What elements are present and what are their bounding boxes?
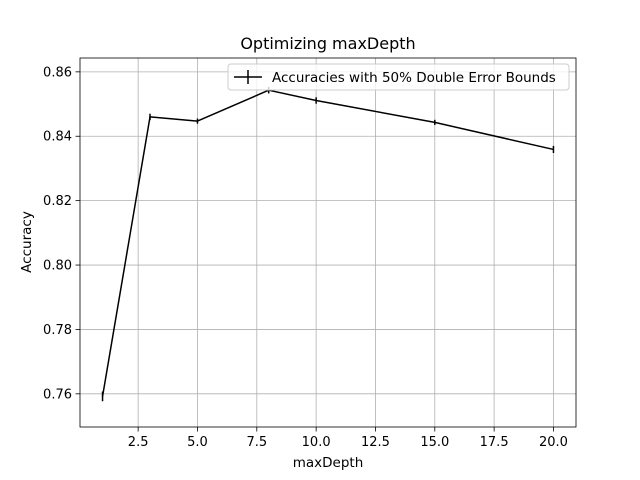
plot-area [80, 58, 576, 427]
legend-frame [227, 63, 570, 91]
x-tick-label: 7.5 [246, 435, 267, 450]
y-tick-label: 0.76 [43, 387, 72, 402]
legend-label: Accuracies with 50% Double Error Bounds [272, 70, 556, 86]
x-tick-label: 5.0 [187, 435, 208, 450]
x-tick-label: 12.5 [361, 435, 390, 450]
ticks: 2.5 5.0 7.5 10.0 12.5 15.0 17.5 20.0 0.76 0.78 0.8… [43, 65, 568, 450]
y-axis-label: Accuracy [19, 211, 35, 273]
y-tick-label: 0.84 [43, 130, 72, 145]
chart-title: Optimizing maxDepth [240, 34, 415, 53]
x-tick-label: 10.0 [302, 435, 331, 450]
y-tick-label: 0.82 [43, 194, 72, 209]
x-tick-label: 2.5 [128, 435, 149, 450]
x-tick-label: 20.0 [539, 435, 568, 450]
y-tick-label: 0.86 [43, 65, 72, 80]
y-tick-label: 0.78 [43, 323, 72, 338]
x-axis-label: maxDepth [293, 455, 364, 471]
plot-frame [79, 57, 577, 428]
y-tick-label: 0.80 [43, 259, 72, 274]
x-tick-label: 17.5 [480, 435, 509, 450]
x-tick-label: 15.0 [420, 435, 449, 450]
legend: Accuracies with 50% Double Error Bounds [227, 63, 570, 91]
